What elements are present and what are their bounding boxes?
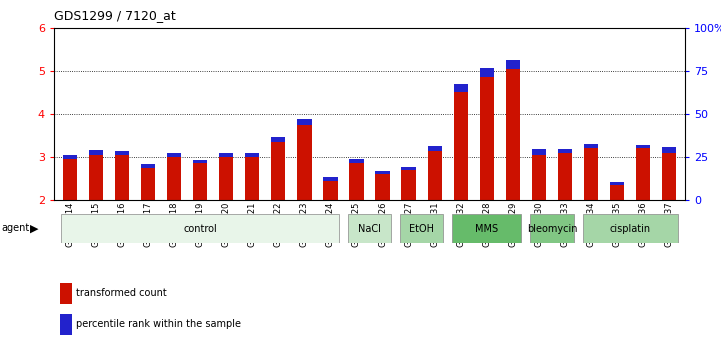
Bar: [636, 145, 650, 148]
Text: control: control: [183, 224, 217, 234]
Bar: [141, 164, 155, 168]
Text: transformed count: transformed count: [76, 288, 167, 298]
Bar: [400, 215, 443, 243]
Bar: [584, 144, 598, 148]
Bar: [141, 168, 155, 200]
Bar: [505, 60, 520, 69]
Bar: [662, 152, 676, 200]
Bar: [505, 69, 520, 200]
Bar: [558, 152, 572, 200]
Bar: [558, 149, 572, 152]
Bar: [584, 148, 598, 200]
Bar: [452, 215, 521, 243]
Bar: [61, 283, 71, 304]
Bar: [349, 164, 363, 200]
Bar: [63, 155, 77, 159]
Bar: [115, 150, 129, 155]
Bar: [532, 155, 546, 200]
Bar: [531, 215, 573, 243]
Bar: [271, 142, 286, 200]
Bar: [376, 171, 390, 174]
Bar: [271, 137, 286, 142]
Bar: [89, 155, 103, 200]
Bar: [297, 125, 311, 200]
Bar: [532, 149, 546, 155]
Bar: [610, 185, 624, 200]
Text: agent: agent: [1, 224, 30, 233]
Bar: [376, 174, 390, 200]
Bar: [219, 157, 234, 200]
Bar: [63, 159, 77, 200]
Text: cisplatin: cisplatin: [610, 224, 651, 234]
Bar: [428, 150, 442, 200]
Bar: [349, 159, 363, 164]
Bar: [193, 164, 207, 200]
Bar: [219, 153, 234, 157]
Bar: [115, 155, 129, 200]
Bar: [167, 153, 181, 157]
Bar: [610, 182, 624, 185]
Bar: [61, 215, 339, 243]
Bar: [193, 160, 207, 164]
Bar: [479, 68, 494, 77]
Text: MMS: MMS: [475, 224, 498, 234]
Bar: [297, 119, 311, 125]
Bar: [662, 148, 676, 152]
Bar: [89, 150, 103, 155]
Bar: [402, 170, 416, 200]
Text: GDS1299 / 7120_at: GDS1299 / 7120_at: [54, 9, 176, 22]
Bar: [636, 148, 650, 200]
Bar: [245, 152, 260, 157]
Bar: [245, 157, 260, 200]
Text: EtOH: EtOH: [409, 224, 434, 234]
Bar: [61, 314, 71, 335]
Bar: [323, 177, 337, 181]
Bar: [167, 157, 181, 200]
Bar: [323, 181, 337, 200]
Text: NaCl: NaCl: [358, 224, 381, 234]
Bar: [402, 167, 416, 170]
Bar: [583, 215, 678, 243]
Bar: [479, 77, 494, 200]
Bar: [454, 84, 468, 92]
Text: ▶: ▶: [30, 224, 39, 233]
Bar: [428, 146, 442, 150]
Bar: [348, 215, 391, 243]
Text: percentile rank within the sample: percentile rank within the sample: [76, 319, 241, 329]
Text: bleomycin: bleomycin: [527, 224, 578, 234]
Bar: [454, 92, 468, 200]
